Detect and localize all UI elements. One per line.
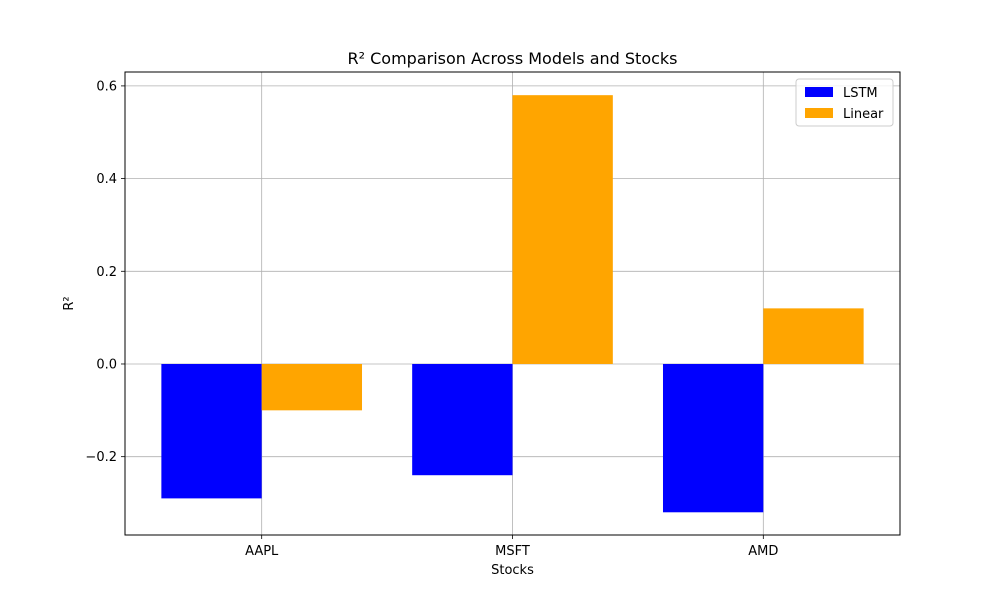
x-tick-label: AMD [748,544,778,559]
legend-swatch-linear [805,108,833,118]
axis-ticks: AAPL MSFT AMD −0.2 0.0 0.2 0.4 0.6 [85,79,778,559]
legend: LSTM Linear [795,78,894,127]
bar-lstm-amd [662,363,764,513]
bar-linear-amd [763,308,864,364]
y-tick-label: 0.4 [96,172,117,187]
legend-swatch-lstm [805,87,833,97]
y-tick-label: 0.6 [96,79,117,94]
x-tick-label: MSFT [495,544,530,559]
y-tick-label: 0.2 [96,265,117,280]
chart-title: R² Comparison Across Models and Stocks [348,49,678,68]
bar-linear-msft [512,95,613,364]
x-tick-label: AAPL [245,544,279,559]
y-axis-label: R² [62,296,77,310]
bar-lstm-msft [412,363,513,476]
legend-label-linear: Linear [843,107,884,122]
x-axis-label: Stocks [491,563,534,578]
bars [161,95,864,513]
legend-label-lstm: LSTM [843,86,878,101]
bar-linear-aapl [261,363,363,411]
bar-lstm-aapl [161,363,262,499]
y-tick-label: −0.2 [85,450,117,465]
y-tick-label: 0.0 [96,357,117,372]
